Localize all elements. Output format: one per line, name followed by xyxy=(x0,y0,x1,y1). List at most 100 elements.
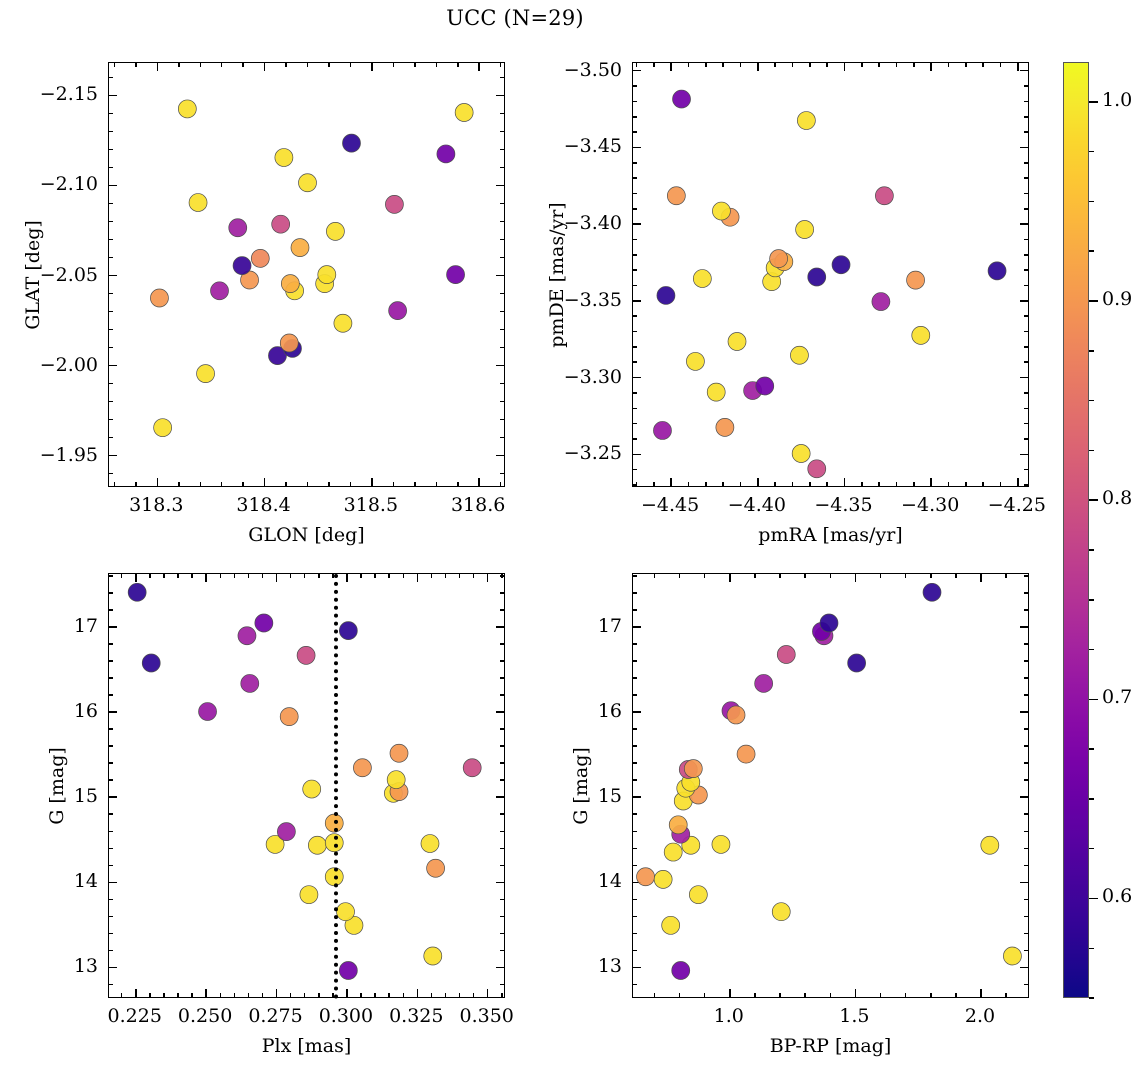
scatter-point[interactable] xyxy=(333,313,353,333)
scatter-point[interactable] xyxy=(353,758,372,778)
scatter-point[interactable] xyxy=(446,265,465,284)
scatter-point[interactable] xyxy=(727,332,747,351)
scatter-layer xyxy=(127,582,482,980)
scatter-point[interactable] xyxy=(389,743,409,763)
scatter-point[interactable] xyxy=(1003,946,1022,966)
scatter-point[interactable] xyxy=(177,99,197,119)
scatter-point[interactable] xyxy=(911,325,931,345)
scatter-point[interactable] xyxy=(271,214,291,234)
scatter-point[interactable] xyxy=(188,193,208,212)
axis-major-tick xyxy=(263,63,266,71)
scatter-point[interactable] xyxy=(127,582,147,602)
scatter-point[interactable] xyxy=(706,382,726,402)
scatter-point[interactable] xyxy=(317,265,337,284)
scatter-point[interactable] xyxy=(656,286,676,305)
probability-colorbar[interactable] xyxy=(1063,62,1089,998)
scatter-point[interactable] xyxy=(819,613,839,633)
scatter-point[interactable] xyxy=(712,201,731,221)
scatter-point[interactable] xyxy=(237,626,257,646)
scatter-point[interactable] xyxy=(661,915,681,935)
scatter-point[interactable] xyxy=(388,301,407,320)
scatter-point[interactable] xyxy=(299,885,319,905)
scatter-point[interactable] xyxy=(771,902,791,922)
scatter-point[interactable] xyxy=(150,288,169,308)
scatter-point[interactable] xyxy=(736,744,756,764)
scatter-point[interactable] xyxy=(663,842,683,862)
scatter-point[interactable] xyxy=(791,444,811,463)
scatter-point[interactable] xyxy=(462,758,482,778)
scatter-point[interactable] xyxy=(922,582,942,602)
scatter-point[interactable] xyxy=(265,835,285,854)
scatter-point[interactable] xyxy=(653,421,672,440)
scatter-point[interactable] xyxy=(755,376,775,396)
scatter-point[interactable] xyxy=(344,915,364,935)
scatter-point[interactable] xyxy=(240,674,260,693)
scatter-point[interactable] xyxy=(280,274,300,293)
scatter-point[interactable] xyxy=(672,89,691,109)
scatter-point[interactable] xyxy=(790,345,809,365)
axis-minor-tick xyxy=(791,482,794,486)
scatter-point[interactable] xyxy=(426,858,445,878)
scatter-point[interactable] xyxy=(906,270,925,290)
scatter-point[interactable] xyxy=(454,103,474,122)
scatter-point[interactable] xyxy=(436,144,456,164)
scatter-point[interactable] xyxy=(420,834,440,853)
scatter-point[interactable] xyxy=(668,815,688,835)
scatter-point[interactable] xyxy=(277,822,296,841)
axis-minor-tick xyxy=(635,482,638,486)
scatter-point[interactable] xyxy=(338,961,358,980)
scatter-point[interactable] xyxy=(688,885,708,905)
scatter-point[interactable] xyxy=(423,946,443,966)
scatter-point[interactable] xyxy=(683,759,703,778)
scatter-point[interactable] xyxy=(686,352,705,371)
scatter-point[interactable] xyxy=(653,869,673,889)
scatter-point[interactable] xyxy=(980,835,1000,855)
scatter-point[interactable] xyxy=(338,621,358,640)
scatter-point[interactable] xyxy=(797,111,816,130)
scatter-point[interactable] xyxy=(279,333,299,353)
scatter-point[interactable] xyxy=(987,261,1007,281)
scatter-point[interactable] xyxy=(385,195,404,214)
scatter-point[interactable] xyxy=(302,779,322,799)
scatter-point[interactable] xyxy=(232,256,252,275)
scatter-point[interactable] xyxy=(754,674,774,693)
scatter-point[interactable] xyxy=(228,218,248,238)
scatter-point[interactable] xyxy=(196,364,215,383)
scatter-point[interactable] xyxy=(342,133,361,153)
axis-major-tick xyxy=(843,478,846,486)
scatter-point[interactable] xyxy=(776,645,796,664)
scatter-point[interactable] xyxy=(308,835,327,855)
scatter-point[interactable] xyxy=(336,902,355,922)
scatter-point[interactable] xyxy=(795,220,814,239)
axis-minor-tick xyxy=(285,482,287,486)
scatter-point[interactable] xyxy=(847,653,866,673)
scatter-point[interactable] xyxy=(326,222,345,241)
scatter-point[interactable] xyxy=(671,961,691,980)
scatter-point[interactable] xyxy=(290,238,310,257)
scatter-point[interactable] xyxy=(807,267,827,287)
scatter-point[interactable] xyxy=(636,867,655,887)
scatter-point[interactable] xyxy=(726,705,746,725)
scatter-point[interactable] xyxy=(692,269,712,288)
scatter-point[interactable] xyxy=(875,186,894,206)
scatter-point[interactable] xyxy=(298,173,317,193)
scatter-point[interactable] xyxy=(274,148,294,167)
scatter-point[interactable] xyxy=(268,346,287,365)
scatter-point[interactable] xyxy=(666,186,686,206)
scatter-point[interactable] xyxy=(831,255,851,275)
scatter-point[interactable] xyxy=(254,613,274,633)
scatter-point[interactable] xyxy=(807,459,827,479)
scatter-point[interactable] xyxy=(279,707,299,727)
axis-minor-tick xyxy=(360,993,362,997)
scatter-point[interactable] xyxy=(386,770,406,790)
scatter-point[interactable] xyxy=(141,653,161,673)
scatter-point[interactable] xyxy=(153,418,173,438)
scatter-point[interactable] xyxy=(711,835,731,854)
scatter-point[interactable] xyxy=(198,702,217,721)
scatter-point[interactable] xyxy=(769,249,788,268)
scatter-point[interactable] xyxy=(296,645,316,665)
scatter-point[interactable] xyxy=(210,281,229,301)
scatter-point[interactable] xyxy=(871,292,891,311)
scatter-point[interactable] xyxy=(715,418,735,437)
scatter-point[interactable] xyxy=(250,249,270,268)
